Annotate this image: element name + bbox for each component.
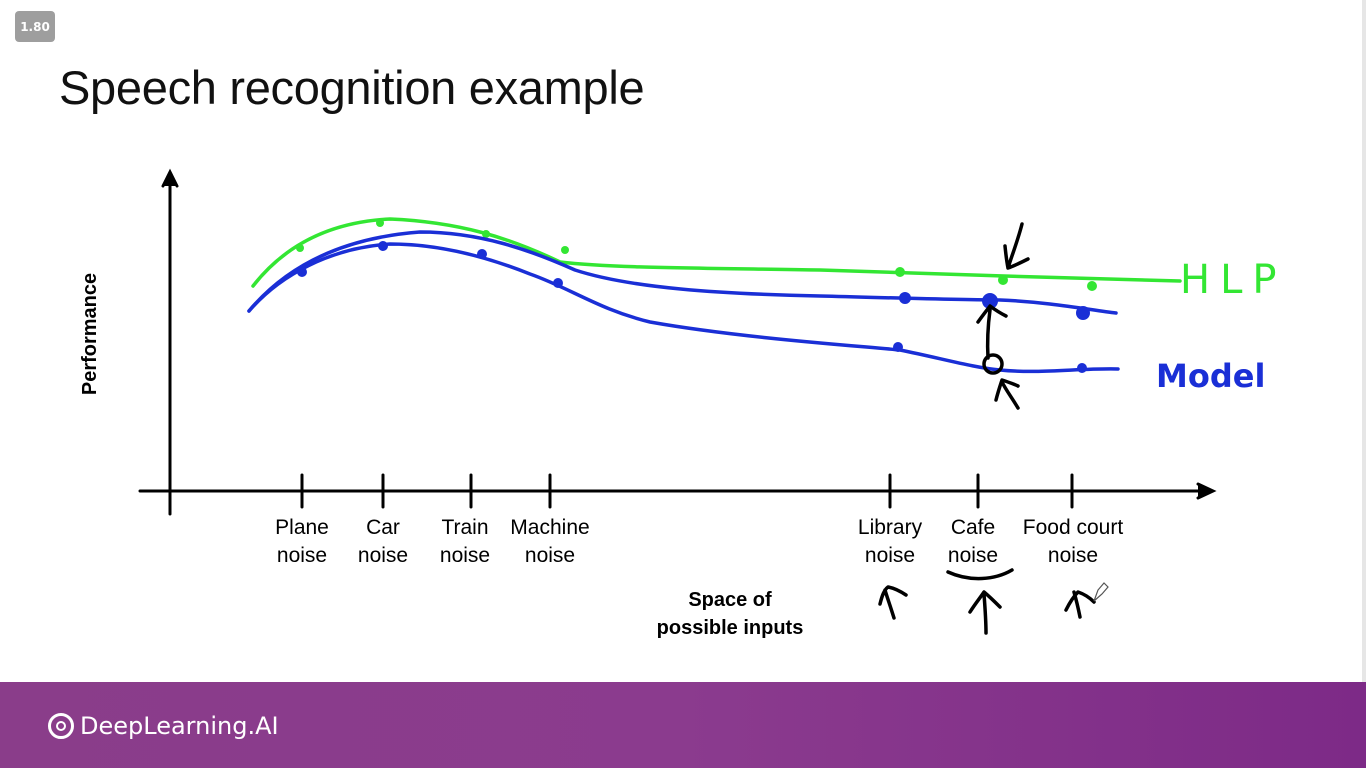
hlp-point (561, 246, 569, 254)
category-label-car: Car (366, 516, 400, 539)
arrow-up-icon (994, 378, 1020, 410)
category-label-train-2: noise (440, 544, 490, 567)
category-label-cafe-2: noise (948, 544, 998, 567)
foodcourt-arrow-icon (1064, 590, 1096, 619)
hlp-model-point (982, 293, 998, 309)
zoom-badge: 1.80 (15, 11, 55, 42)
hlp-curve (251, 217, 1182, 288)
category-label-library-2: noise (865, 544, 915, 567)
window-edge (1362, 0, 1366, 682)
brand-logo: DeepLearning.AI (48, 711, 279, 741)
model-point (893, 342, 903, 352)
category-label-machine: Machine (510, 516, 589, 539)
gap-circle-icon (982, 353, 1004, 375)
hlp-point (296, 244, 304, 252)
category-label-train: Train (441, 516, 488, 539)
hlp-point (895, 267, 905, 277)
hlp-model-point (1076, 306, 1090, 320)
y-axis-label: Performance (79, 273, 101, 395)
model-points (297, 241, 1090, 373)
hlp-point (1087, 281, 1097, 291)
model-point (1077, 363, 1087, 373)
brand-name: DeepLearning.AI (80, 712, 279, 740)
model-lower-curve (247, 242, 1120, 374)
category-label-car-2: noise (358, 544, 408, 567)
hlp-point (482, 230, 490, 238)
model-annotation: Model (1156, 357, 1265, 395)
category-label-plane-2: noise (277, 544, 327, 567)
library-arrow-icon (878, 585, 908, 620)
y-axis-arrowhead (161, 168, 179, 188)
deeplearning-logo-icon (48, 713, 74, 739)
model-point (378, 241, 388, 251)
x-axis-arrowhead (1196, 482, 1217, 500)
hlp-annotation: HLP (1180, 257, 1286, 303)
cafe-arrow-icon (968, 590, 1002, 635)
cafe-bracket-icon (946, 568, 1014, 581)
model-point (477, 249, 487, 259)
hlp-point (998, 275, 1008, 285)
model-upper-curve (247, 230, 1118, 315)
category-label-foodcourt-2: noise (1048, 544, 1098, 567)
category-label-plane: Plane (275, 516, 329, 539)
category-label-machine-2: noise (525, 544, 575, 567)
arrow-down-icon (1003, 222, 1030, 270)
model-point (297, 267, 307, 277)
category-label-cafe: Cafe (951, 516, 995, 539)
gap-arrow-icon (976, 304, 1008, 360)
x-ticks (300, 473, 1074, 509)
hlp-model-point (899, 292, 911, 304)
x-axis-label-line1: Space of (688, 589, 772, 611)
category-label-library: Library (858, 516, 923, 539)
model-point (553, 278, 563, 288)
hlp-points (296, 219, 1097, 291)
x-axis-label-line2: possible inputs (657, 617, 804, 639)
annotations (878, 222, 1096, 635)
diagram: Performance Plane noise Car noise Train … (79, 168, 1286, 639)
footer-bar (0, 682, 1366, 768)
pen-cursor-icon (1093, 582, 1109, 602)
category-label-foodcourt: Food court (1023, 516, 1124, 539)
slide-title: Speech recognition example (59, 61, 645, 114)
hlp-point (376, 219, 384, 227)
